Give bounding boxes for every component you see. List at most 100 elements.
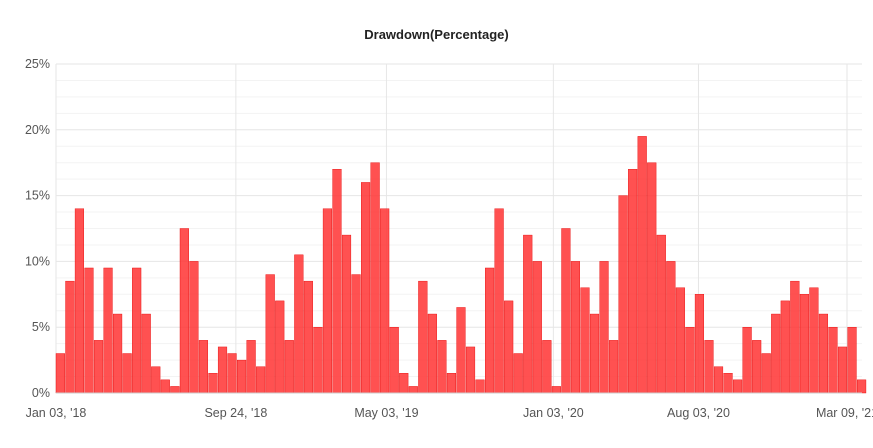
y-tick-label: 0% [32, 386, 50, 400]
drawdown-bar[interactable] [370, 162, 380, 394]
drawdown-bar[interactable] [570, 261, 581, 394]
x-tick-label: Jan 03, '18 [26, 406, 87, 420]
drawdown-bar[interactable] [837, 346, 848, 394]
drawdown-bar[interactable] [408, 386, 418, 394]
drawdown-bar[interactable] [132, 267, 142, 394]
drawdown-bar[interactable] [256, 366, 266, 394]
drawdown-bar[interactable] [742, 327, 752, 394]
axis-layer: 0% 5% 10% 15% 20% 25% Jan 03, '18 Sep 24, '18 Ma… [25, 57, 873, 420]
drawdown-bar[interactable] [55, 353, 65, 394]
drawdown-bar[interactable] [341, 234, 352, 394]
drawdown-bar[interactable] [198, 340, 209, 394]
drawdown-bar[interactable] [857, 379, 867, 394]
drawdown-bar[interactable] [246, 340, 256, 394]
drawdown-bar[interactable] [504, 300, 514, 394]
x-tick-label: May 03, '19 [354, 406, 418, 420]
drawdown-bar[interactable] [675, 287, 685, 394]
y-tick-label: 15% [25, 189, 50, 203]
drawdown-bar[interactable] [151, 366, 161, 394]
drawdown-bar[interactable] [437, 340, 447, 394]
drawdown-bar[interactable] [809, 287, 819, 394]
drawdown-bar[interactable] [294, 254, 304, 394]
drawdown-bar[interactable] [446, 373, 457, 394]
drawdown-bar[interactable] [733, 379, 743, 394]
drawdown-bar[interactable] [84, 267, 94, 394]
drawdown-bar[interactable] [723, 373, 733, 394]
drawdown-bar[interactable] [332, 169, 342, 394]
x-tick-label: Aug 03, '20 [667, 406, 730, 420]
bars-layer [55, 136, 867, 394]
drawdown-bar[interactable] [647, 162, 657, 394]
y-tick-label: 10% [25, 254, 50, 268]
drawdown-bar[interactable] [580, 287, 590, 394]
drawdown-bar[interactable] [217, 346, 228, 394]
drawdown-bar[interactable] [609, 340, 619, 394]
drawdown-bar[interactable] [284, 340, 294, 394]
drawdown-bar[interactable] [618, 195, 628, 394]
drawdown-bar[interactable] [465, 346, 476, 394]
y-tick-label: 5% [32, 320, 50, 334]
x-tick-label: Jan 03, '20 [523, 406, 584, 420]
drawdown-bar[interactable] [65, 280, 75, 394]
drawdown-bar[interactable] [322, 208, 333, 394]
drawdown-bar[interactable] [561, 228, 571, 394]
drawdown-bar[interactable] [523, 234, 533, 394]
drawdown-bar[interactable] [227, 353, 237, 394]
drawdown-bar[interactable] [666, 261, 676, 394]
drawdown-bar[interactable] [265, 274, 275, 394]
drawdown-bar[interactable] [160, 379, 170, 394]
drawdown-bar[interactable] [761, 353, 771, 394]
drawdown-bar[interactable] [380, 208, 390, 394]
drawdown-bar[interactable] [389, 327, 399, 394]
drawdown-bar[interactable] [818, 313, 829, 394]
drawdown-bar[interactable] [551, 386, 561, 394]
drawdown-bar[interactable] [93, 340, 104, 394]
y-tick-label: 20% [25, 123, 50, 137]
drawdown-bar[interactable] [141, 313, 151, 394]
drawdown-bar[interactable] [656, 234, 666, 394]
drawdown-bar[interactable] [685, 327, 695, 394]
drawdown-bar[interactable] [122, 353, 132, 394]
drawdown-bar[interactable] [589, 313, 600, 394]
drawdown-bar[interactable] [694, 294, 705, 394]
drawdown-bar[interactable] [713, 366, 724, 394]
drawdown-bar[interactable] [113, 313, 123, 394]
drawdown-bar[interactable] [532, 261, 542, 394]
drawdown-bar[interactable] [399, 373, 409, 394]
drawdown-bar[interactable] [418, 280, 428, 394]
drawdown-bar[interactable] [628, 169, 638, 394]
drawdown-bar[interactable] [179, 228, 189, 394]
y-tick-label: 25% [25, 57, 50, 71]
drawdown-bar[interactable] [494, 208, 504, 394]
drawdown-bar[interactable] [189, 261, 199, 394]
drawdown-bar[interactable] [237, 359, 247, 394]
drawdown-bar[interactable] [780, 300, 790, 394]
drawdown-bar[interactable] [313, 327, 323, 394]
drawdown-bar[interactable] [361, 182, 371, 394]
drawdown-bar[interactable] [74, 208, 85, 394]
drawdown-bar[interactable] [771, 313, 781, 394]
drawdown-bar[interactable] [637, 136, 647, 394]
drawdown-bar[interactable] [513, 353, 523, 394]
drawdown-bar[interactable] [351, 274, 361, 394]
drawdown-bar[interactable] [103, 267, 113, 394]
drawdown-bar[interactable] [542, 340, 552, 394]
drawdown-bar[interactable] [275, 300, 285, 394]
drawdown-bar[interactable] [752, 340, 762, 394]
drawdown-bar[interactable] [170, 386, 180, 394]
drawdown-bar[interactable] [303, 280, 313, 394]
drawdown-bar[interactable] [799, 294, 809, 394]
drawdown-bar[interactable] [599, 261, 609, 394]
drawdown-bar[interactable] [427, 313, 437, 394]
drawdown-bar[interactable] [847, 327, 857, 394]
drawdown-bar[interactable] [475, 379, 485, 394]
chart-title: Drawdown(Percentage) [364, 27, 509, 42]
drawdown-bar[interactable] [456, 307, 466, 394]
drawdown-bar[interactable] [828, 327, 838, 394]
drawdown-bar[interactable] [208, 373, 218, 394]
drawdown-bar[interactable] [790, 280, 800, 394]
drawdown-bar[interactable] [485, 267, 495, 394]
drawdown-bar[interactable] [704, 340, 714, 394]
